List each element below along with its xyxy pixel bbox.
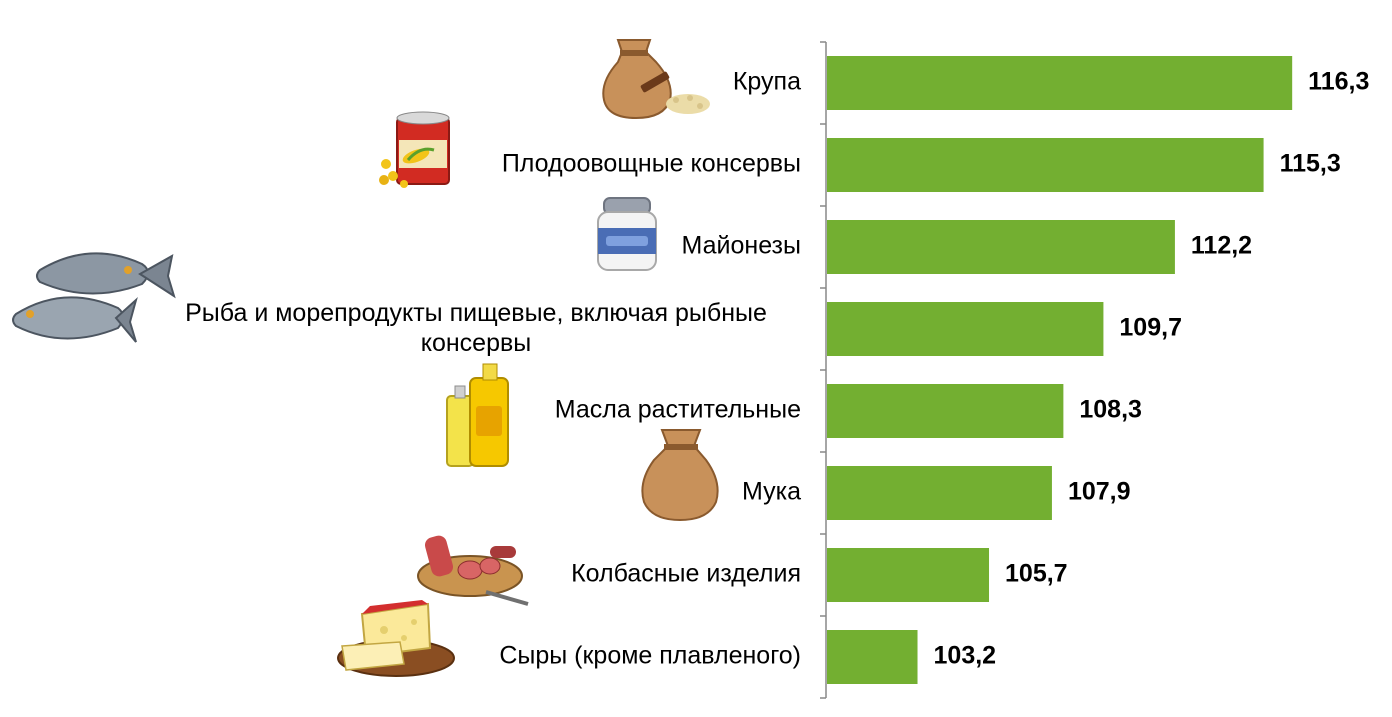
category-label: Плодоовощные консервы bbox=[502, 150, 801, 178]
bar bbox=[827, 220, 1175, 274]
value-labels: 116,3 115,3 112,2 109,7 108,3 107,9 105,7 103,2 bbox=[934, 68, 1370, 670]
category-label: Рыба и морепродукты пищевые, включая рыб… bbox=[185, 299, 767, 357]
fish-icon bbox=[12, 252, 176, 343]
value-label: 109,7 bbox=[1119, 314, 1182, 342]
value-label: 116,3 bbox=[1308, 68, 1369, 96]
flour-sack-icon bbox=[641, 429, 719, 522]
bar bbox=[827, 630, 918, 684]
value-label: 115,3 bbox=[1280, 150, 1341, 178]
sausage-platter-icon bbox=[417, 535, 529, 606]
value-label: 112,2 bbox=[1191, 232, 1252, 260]
bars-layer bbox=[827, 56, 1293, 684]
canned-corn-icon bbox=[379, 111, 450, 188]
icons-layer bbox=[12, 39, 719, 677]
category-label: Масла растительные bbox=[555, 396, 801, 424]
oil-bottles-icon bbox=[446, 363, 509, 467]
grain-sack-icon bbox=[602, 39, 710, 120]
value-label: 108,3 bbox=[1079, 396, 1142, 424]
mayonnaise-jar-icon bbox=[597, 197, 657, 271]
bar bbox=[827, 384, 1064, 438]
bar bbox=[827, 548, 990, 602]
bar bbox=[827, 466, 1052, 520]
cheese-board-icon bbox=[337, 600, 455, 677]
value-label: 107,9 bbox=[1068, 478, 1131, 506]
bar bbox=[827, 302, 1104, 356]
category-labels: Крупа Плодоовощные консервы Майонезы Рыба и… bbox=[185, 68, 801, 670]
category-label: Колбасные изделия bbox=[571, 560, 801, 588]
value-label: 105,7 bbox=[1005, 560, 1068, 588]
category-label: Сыры (кроме плавленого) bbox=[499, 642, 801, 670]
value-label: 103,2 bbox=[934, 642, 997, 670]
category-label: Майонезы bbox=[682, 232, 801, 260]
bar bbox=[827, 56, 1293, 110]
category-axis bbox=[820, 41, 827, 699]
bar bbox=[827, 138, 1264, 192]
category-label: Мука bbox=[742, 478, 801, 506]
category-label: Крупа bbox=[733, 68, 801, 96]
